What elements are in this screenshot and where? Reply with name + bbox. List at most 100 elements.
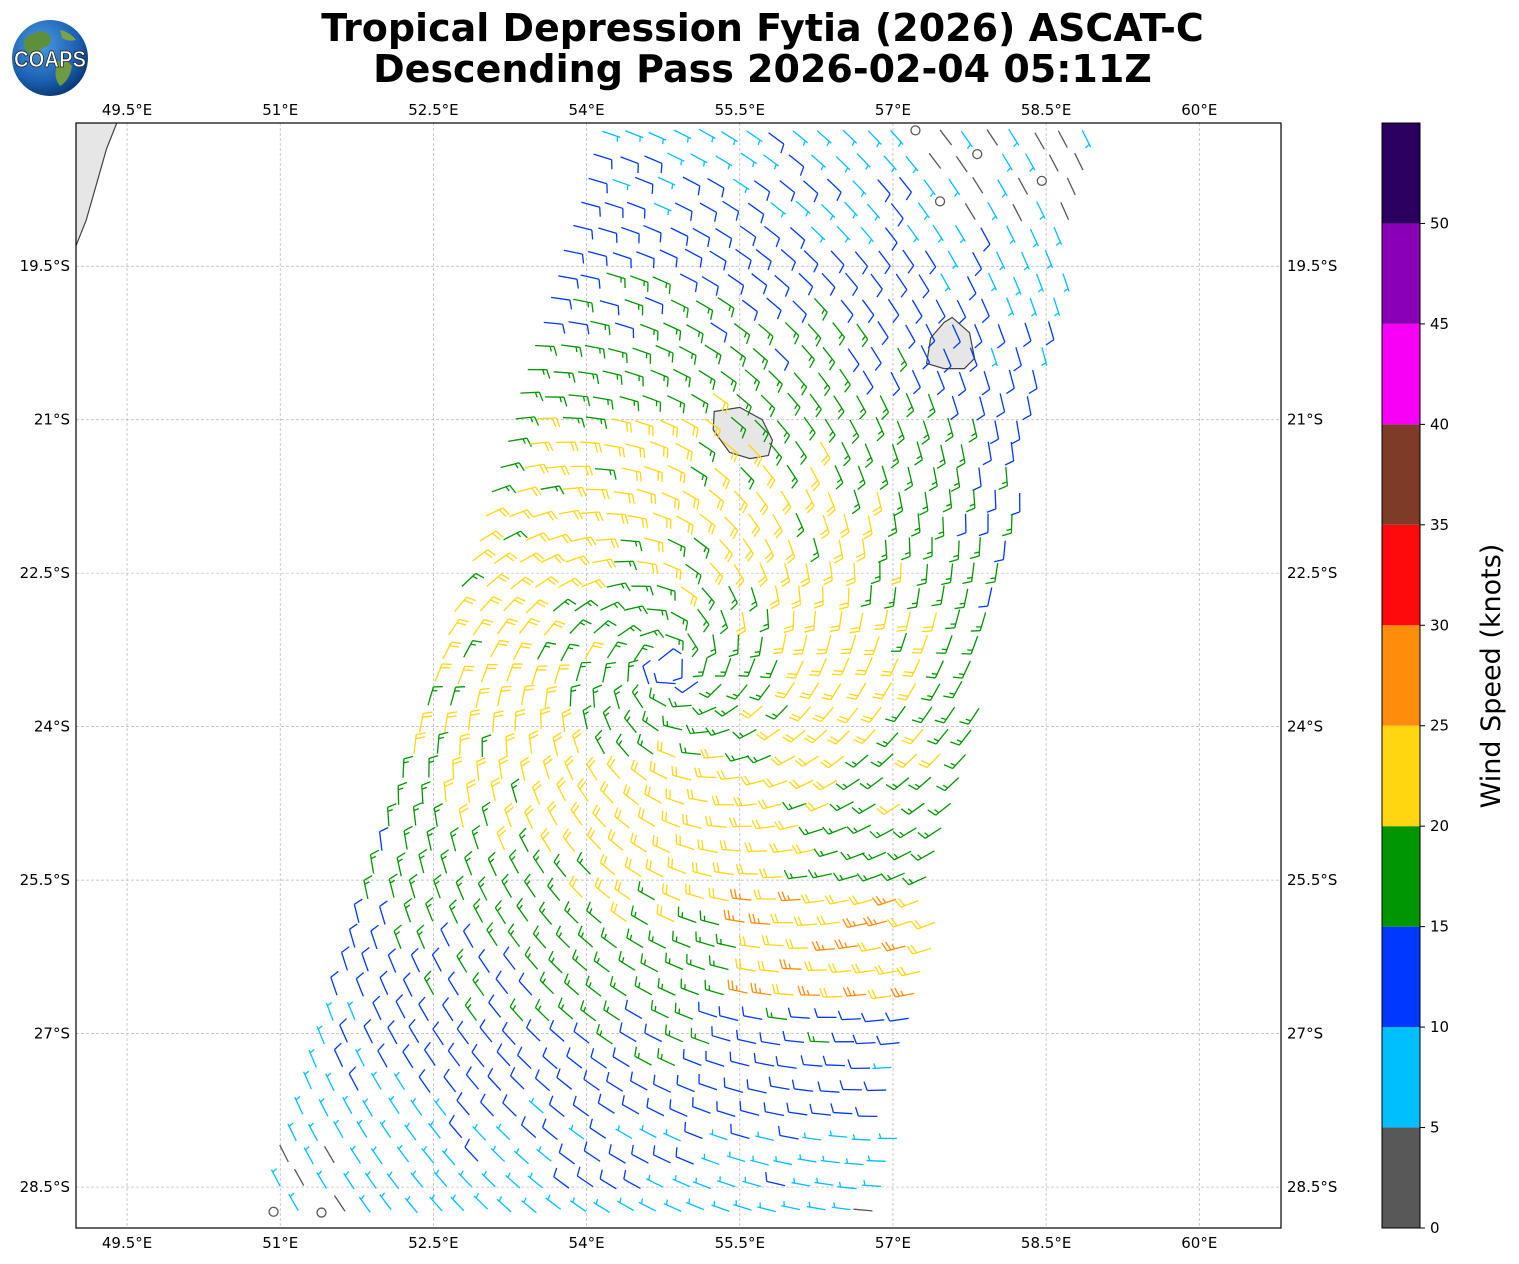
barb-half-feather bbox=[936, 599, 942, 602]
barb-feather bbox=[573, 1022, 578, 1032]
barb-shaft bbox=[766, 1180, 786, 1187]
wind-barb bbox=[682, 814, 702, 829]
barb-shaft bbox=[646, 1106, 665, 1117]
barb-feather bbox=[801, 313, 807, 323]
barb-half-feather bbox=[1008, 311, 1013, 317]
wind-barb bbox=[791, 844, 816, 855]
barb-shaft bbox=[714, 467, 730, 481]
wind-barb bbox=[531, 780, 542, 805]
barb-feather bbox=[700, 749, 706, 759]
wind-barb bbox=[763, 1102, 785, 1117]
wind-barb bbox=[765, 1007, 787, 1021]
barb-feather bbox=[491, 781, 501, 788]
barb-feather bbox=[773, 647, 784, 651]
barb-shaft bbox=[547, 885, 561, 901]
barb-shaft bbox=[810, 154, 827, 168]
barb-shaft bbox=[853, 824, 871, 834]
wind-barb bbox=[456, 1020, 470, 1045]
barb-feather bbox=[740, 776, 747, 786]
barb-feather bbox=[813, 600, 824, 605]
barb-feather bbox=[918, 762, 928, 769]
barb-shaft bbox=[712, 1035, 731, 1042]
barb-half-feather bbox=[844, 167, 849, 173]
barb-feather bbox=[564, 831, 572, 841]
barb-shaft bbox=[517, 486, 536, 493]
barb-shaft bbox=[753, 754, 772, 764]
barb-shaft bbox=[402, 758, 405, 778]
barb-feather bbox=[866, 386, 874, 395]
wind-barb bbox=[911, 634, 929, 654]
barb-feather bbox=[819, 528, 829, 536]
barb-half-feather bbox=[702, 401, 706, 408]
wind-barb bbox=[307, 1122, 318, 1142]
barb-half-feather bbox=[946, 503, 952, 507]
barb-shaft bbox=[618, 959, 636, 971]
barb-shaft bbox=[727, 274, 744, 286]
barb-half-feather bbox=[586, 602, 592, 607]
lon-tick-label: 49.5°E bbox=[102, 1234, 152, 1252]
barb-feather bbox=[829, 629, 840, 633]
barb-shaft bbox=[971, 562, 975, 582]
barb-shaft bbox=[303, 1147, 314, 1165]
wind-barb bbox=[872, 1063, 892, 1070]
barb-feather bbox=[852, 1034, 858, 1044]
barb-feather bbox=[691, 862, 694, 872]
wind-barb bbox=[614, 879, 631, 901]
barb-shaft bbox=[270, 1169, 281, 1187]
barb-feather bbox=[892, 388, 901, 397]
barb-shaft bbox=[942, 516, 945, 536]
barb-feather bbox=[408, 1018, 416, 1027]
barb-shaft bbox=[564, 909, 579, 924]
barb-feather bbox=[820, 761, 829, 769]
barb-feather bbox=[812, 717, 822, 723]
barb-feather bbox=[547, 512, 554, 521]
barb-feather bbox=[540, 827, 548, 837]
wind-barb bbox=[1045, 321, 1055, 346]
wind-barb bbox=[481, 734, 492, 757]
barb-shaft bbox=[568, 394, 588, 398]
barb-feather bbox=[577, 510, 583, 520]
barb-feather bbox=[862, 529, 872, 536]
barb-feather bbox=[682, 814, 685, 824]
barb-shaft bbox=[739, 225, 757, 238]
barb-half-feather bbox=[866, 457, 872, 462]
wind-barb bbox=[463, 639, 483, 658]
barb-feather bbox=[912, 386, 921, 395]
barb-half-feather bbox=[599, 348, 601, 354]
barb-feather bbox=[655, 564, 659, 574]
barb-shaft bbox=[709, 896, 729, 902]
barb-feather bbox=[556, 1068, 561, 1078]
wind-barb bbox=[464, 997, 478, 1021]
wind-barb bbox=[652, 1074, 672, 1093]
barb-shaft bbox=[640, 962, 659, 973]
barb-feather bbox=[633, 624, 642, 632]
barb-feather bbox=[998, 485, 1008, 491]
barb-shaft bbox=[545, 1197, 562, 1210]
wind-barb bbox=[627, 514, 649, 529]
wind-barb bbox=[900, 537, 911, 561]
wind-barb bbox=[756, 728, 781, 741]
barb-feather bbox=[779, 959, 784, 969]
wind-barb bbox=[955, 156, 968, 173]
wind-barb bbox=[749, 587, 758, 612]
barb-shaft bbox=[847, 348, 860, 365]
barb-feather bbox=[562, 712, 572, 718]
barb-shaft bbox=[930, 612, 938, 632]
wind-barb bbox=[990, 347, 998, 367]
barb-half-feather bbox=[512, 1004, 517, 1011]
wind-barb bbox=[674, 681, 699, 694]
barb-shaft bbox=[971, 418, 978, 438]
wind-barb bbox=[561, 708, 572, 733]
barb-shaft bbox=[920, 634, 929, 654]
barb-feather bbox=[714, 212, 718, 222]
barb-feather bbox=[1028, 387, 1038, 395]
barb-half-feather bbox=[931, 481, 937, 486]
barb-half-feather bbox=[873, 1063, 877, 1069]
barb-feather bbox=[897, 218, 904, 227]
barb-half-feather bbox=[357, 1119, 363, 1125]
barb-half-feather bbox=[859, 408, 865, 413]
barb-feather bbox=[728, 817, 734, 827]
barb-shaft bbox=[672, 1178, 691, 1188]
barb-feather bbox=[551, 510, 558, 520]
wind-barb bbox=[517, 1046, 532, 1070]
